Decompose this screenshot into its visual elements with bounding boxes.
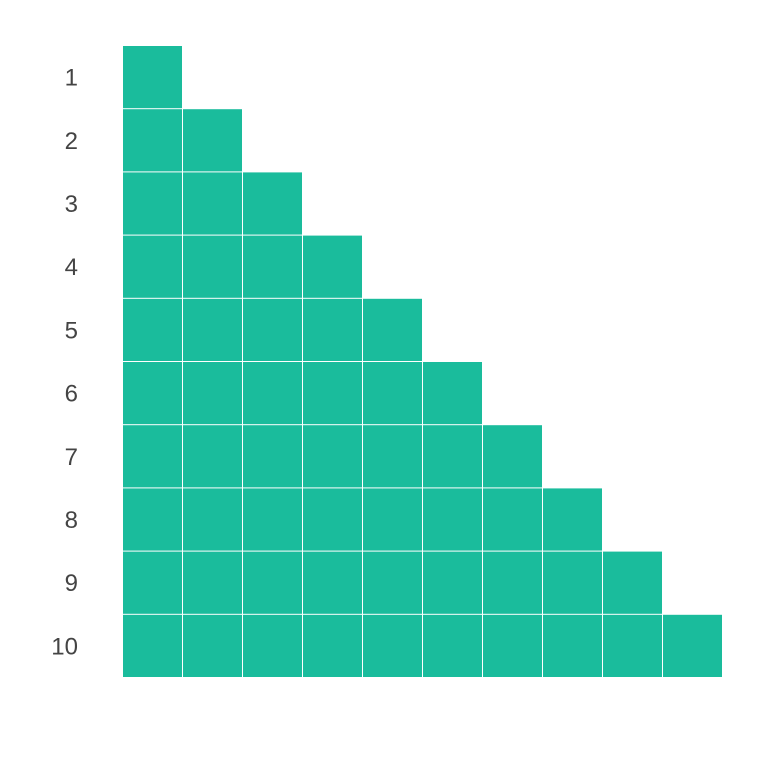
cell-row-3-col-3 xyxy=(243,172,302,235)
cell-row-10-col-1 xyxy=(123,614,182,677)
row-label-2: 2 xyxy=(65,128,78,155)
row-label-8: 8 xyxy=(65,507,78,534)
cell-row-10-col-7 xyxy=(483,614,542,677)
cell-row-10-col-9 xyxy=(603,614,662,677)
cell-row-4-col-1 xyxy=(123,235,182,298)
row-label-9: 9 xyxy=(65,570,78,597)
cell-row-10-col-2 xyxy=(183,614,242,677)
cell-row-6-col-1 xyxy=(123,362,182,425)
cell-row-7-col-3 xyxy=(243,425,302,488)
cell-row-2-col-1 xyxy=(123,109,182,172)
cell-row-8-col-1 xyxy=(123,488,182,551)
cell-row-3-col-2 xyxy=(183,172,242,235)
cell-row-2-col-2 xyxy=(183,109,242,172)
cell-row-7-col-7 xyxy=(483,425,542,488)
cell-row-9-col-7 xyxy=(483,551,542,614)
cell-row-7-col-4 xyxy=(303,425,362,488)
cell-row-1-col-1 xyxy=(123,46,182,109)
cell-row-6-col-6 xyxy=(423,362,482,425)
cell-row-8-col-3 xyxy=(243,488,302,551)
row-label-5: 5 xyxy=(65,317,78,344)
cell-row-8-col-7 xyxy=(483,488,542,551)
cell-row-4-col-3 xyxy=(243,235,302,298)
cell-row-9-col-4 xyxy=(303,551,362,614)
cell-row-7-col-6 xyxy=(423,425,482,488)
cell-row-5-col-5 xyxy=(363,298,422,361)
row-label-6: 6 xyxy=(65,381,78,408)
cell-row-4-col-2 xyxy=(183,235,242,298)
cell-row-9-col-2 xyxy=(183,551,242,614)
cell-row-5-col-1 xyxy=(123,298,182,361)
row-label-7: 7 xyxy=(65,444,78,471)
cell-row-7-col-2 xyxy=(183,425,242,488)
row-labels: 1 2 3 4 5 6 7 8 9 10 xyxy=(51,65,78,661)
cell-row-4-col-4 xyxy=(303,235,362,298)
cell-row-10-col-4 xyxy=(303,614,362,677)
cell-row-6-col-5 xyxy=(363,362,422,425)
cell-row-10-col-10 xyxy=(663,614,722,677)
cell-row-10-col-3 xyxy=(243,614,302,677)
cell-row-9-col-3 xyxy=(243,551,302,614)
cell-row-5-col-2 xyxy=(183,298,242,361)
cell-row-10-col-5 xyxy=(363,614,422,677)
cell-row-3-col-1 xyxy=(123,172,182,235)
cell-row-6-col-2 xyxy=(183,362,242,425)
cells xyxy=(123,46,722,677)
cell-row-7-col-5 xyxy=(363,425,422,488)
cell-row-10-col-6 xyxy=(423,614,482,677)
cell-row-9-col-5 xyxy=(363,551,422,614)
row-label-4: 4 xyxy=(65,254,78,281)
row-label-3: 3 xyxy=(65,191,78,218)
cell-row-6-col-3 xyxy=(243,362,302,425)
cell-row-8-col-6 xyxy=(423,488,482,551)
cell-row-7-col-1 xyxy=(123,425,182,488)
cell-row-9-col-8 xyxy=(543,551,602,614)
cell-row-8-col-5 xyxy=(363,488,422,551)
cell-row-10-col-8 xyxy=(543,614,602,677)
cell-row-8-col-8 xyxy=(543,488,602,551)
cell-row-6-col-4 xyxy=(303,362,362,425)
cell-row-8-col-4 xyxy=(303,488,362,551)
cell-row-9-col-9 xyxy=(603,551,662,614)
cell-row-5-col-4 xyxy=(303,298,362,361)
cell-row-5-col-3 xyxy=(243,298,302,361)
cell-row-8-col-2 xyxy=(183,488,242,551)
cell-row-9-col-1 xyxy=(123,551,182,614)
row-label-1: 1 xyxy=(65,65,78,92)
cell-row-9-col-6 xyxy=(423,551,482,614)
row-label-10: 10 xyxy=(51,633,78,660)
